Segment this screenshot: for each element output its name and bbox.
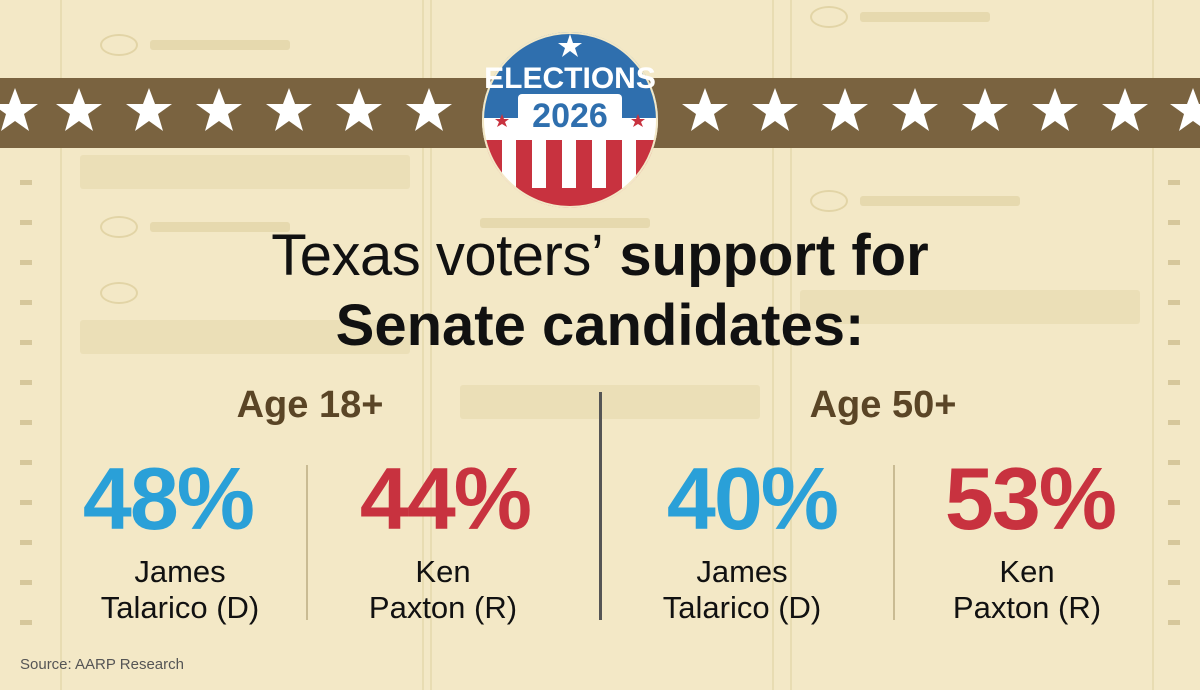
title-light-text: Texas voters’	[271, 223, 604, 288]
candidate-last-name-party: Talarico (D)	[662, 590, 822, 625]
candidate-divider-right	[893, 465, 895, 620]
value-label-talarico-18-plus: 48%	[82, 449, 255, 548]
group-divider	[599, 392, 602, 620]
banner-star-icon	[1102, 88, 1148, 131]
candidate-name-paxton-50-plus: Ken Paxton (R)	[897, 554, 1157, 626]
banner-star-icon	[752, 88, 798, 131]
candidate-divider-left	[306, 465, 308, 620]
elections-2026-badge: ELECTIONS 2026	[482, 32, 658, 208]
chart-title-line1: Texas voters’ support for	[0, 222, 1200, 290]
banner-star-icon	[336, 88, 382, 131]
group-label-age-50-plus: Age 50+	[809, 384, 957, 426]
candidate-name-talarico-18-plus: James Talarico (D)	[50, 554, 310, 626]
candidate-first-name: Ken	[415, 554, 471, 589]
banner-star-icon	[1170, 88, 1200, 131]
candidate-last-name-party: Paxton (R)	[368, 590, 518, 625]
banner-star-icon	[196, 88, 242, 131]
candidate-last-name-party: Paxton (R)	[952, 590, 1102, 625]
candidate-first-name: Ken	[999, 554, 1055, 589]
candidate-last-name-party: Talarico (D)	[100, 590, 260, 625]
group-label-age-18-plus: Age 18+	[236, 384, 384, 426]
banner-star-icon	[962, 88, 1008, 131]
value-label-talarico-50-plus: 40%	[666, 449, 839, 548]
candidate-first-name: James	[696, 554, 788, 589]
badge-line2: 2026	[532, 97, 608, 135]
banner-star-icon	[892, 88, 938, 131]
source-note: Source: AARP Research	[20, 656, 184, 673]
banner-star-icon	[406, 88, 452, 131]
chart-title-line2: Senate candidates:	[335, 293, 865, 358]
value-label-paxton-50-plus: 53%	[944, 449, 1117, 548]
value-label-paxton-18-plus: 44%	[359, 449, 532, 548]
banner-star-icon	[266, 88, 312, 131]
badge-line1: ELECTIONS	[484, 62, 656, 95]
candidate-first-name: James	[134, 554, 226, 589]
banner-star-icon	[682, 88, 728, 131]
banner-star-icon	[1032, 88, 1078, 131]
title-bold-text: support for	[619, 223, 929, 288]
banner-star-icon	[822, 88, 868, 131]
candidate-name-talarico-50-plus: James Talarico (D)	[612, 554, 872, 626]
candidate-name-paxton-18-plus: Ken Paxton (R)	[313, 554, 573, 626]
banner-star-icon	[126, 88, 172, 131]
banner-star-icon	[56, 88, 102, 131]
banner-star-icon	[0, 88, 38, 131]
